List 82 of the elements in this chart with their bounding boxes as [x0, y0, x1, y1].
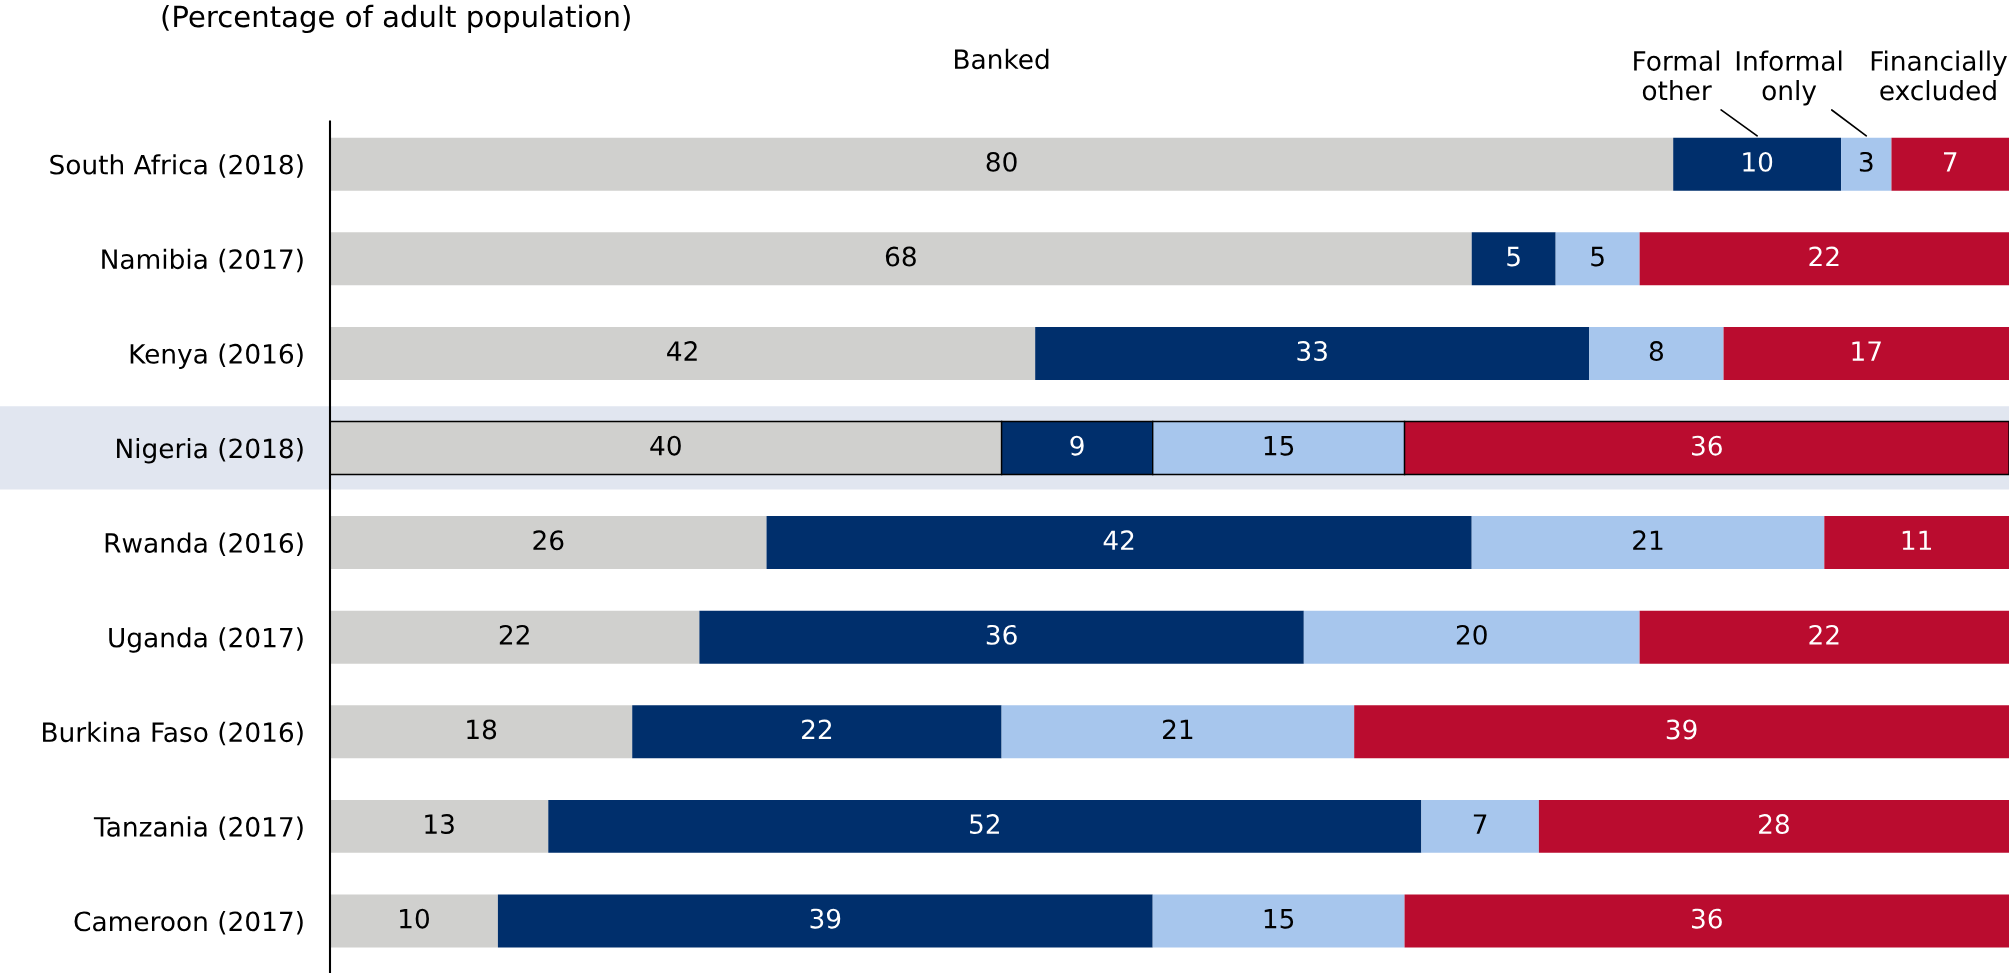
data-label: 13 [425, 814, 454, 835]
data-label: 39 [1666, 719, 1697, 740]
data-label: 68 [885, 246, 916, 267]
data-label: 39 [810, 908, 841, 929]
bar [1471, 232, 1556, 286]
y-tick-label: Cameroon (2017) [74, 910, 303, 935]
bar [1841, 137, 1892, 191]
data-label: 10 [1743, 151, 1773, 172]
data-label: 11 [1902, 530, 1932, 550]
data-label: 36 [1692, 435, 1722, 456]
bar [1673, 137, 1842, 191]
data-label: 15 [1264, 436, 1294, 456]
data-label: 22 [1809, 624, 1839, 645]
bar [1001, 705, 1355, 759]
bar [766, 516, 1472, 570]
series-label: Informal only [1736, 50, 1842, 106]
data-label: 3 [1859, 151, 1873, 172]
data-label: 28 [1759, 814, 1789, 835]
bar [1723, 326, 2009, 380]
data-label: 7 [1944, 152, 1957, 172]
bar [1421, 799, 1539, 853]
data-label: 42 [667, 341, 697, 361]
data-label: 15 [1264, 909, 1294, 929]
bar [1035, 326, 1590, 380]
data-label: 20 [1456, 624, 1487, 645]
data-label: 7 [1473, 814, 1487, 834]
data-label: 40 [650, 435, 681, 456]
y-tick-label: Namibia (2017) [102, 248, 303, 273]
bar [1589, 326, 1724, 380]
y-tick-label: Burkina Faso (2016) [43, 721, 303, 746]
bar [330, 232, 1472, 286]
bar [330, 610, 700, 664]
chart-subtitle: (Percentage of adult population) [162, 4, 630, 34]
bar [330, 516, 767, 570]
bar [548, 799, 1422, 853]
data-label: 36 [1692, 908, 1722, 929]
data-label: 17 [1852, 341, 1881, 361]
bar [1824, 516, 2009, 570]
bar [1538, 799, 2009, 853]
bar [330, 894, 498, 948]
bar [330, 326, 1036, 380]
data-label: 22 [802, 719, 832, 740]
data-label: 5 [1591, 246, 1604, 267]
data-label: 22 [1809, 246, 1839, 267]
bar [1152, 894, 1405, 948]
bar [330, 799, 549, 853]
data-label: 5 [1507, 246, 1520, 267]
bar [1354, 705, 2009, 759]
bar [1639, 610, 2009, 664]
y-tick-label: Nigeria (2018) [117, 437, 303, 464]
data-label: 52 [970, 814, 999, 835]
bar [1639, 232, 2009, 286]
bar [1404, 894, 2009, 948]
y-tick-label: Uganda (2017) [109, 627, 303, 653]
y-tick-label: South Africa (2018) [50, 154, 303, 178]
bar [1303, 610, 1640, 664]
bar [699, 610, 1304, 664]
data-label: 18 [467, 719, 497, 740]
series-label: Formal other [1634, 50, 1720, 101]
data-label: 21 [1163, 719, 1193, 740]
y-tick-label: Tanzania (2017) [93, 816, 303, 840]
data-label: 21 [1633, 530, 1663, 550]
bar [1891, 137, 2009, 191]
data-label: 22 [499, 624, 529, 645]
data-label: 42 [1103, 530, 1134, 550]
data-label: 33 [1297, 341, 1327, 362]
series-label: Financially excluded [1871, 50, 2007, 101]
text: Banked [955, 48, 1049, 70]
data-label: 9 [1070, 435, 1084, 456]
data-label: 10 [400, 908, 429, 929]
y-tick-label: Rwanda (2016) [105, 532, 303, 557]
bar [632, 705, 1002, 759]
bar [330, 137, 1674, 191]
data-label: 26 [533, 530, 564, 551]
y-tick-label: Kenya (2016) [130, 343, 303, 369]
data-label: 8 [1649, 341, 1663, 362]
bar [1555, 232, 1640, 286]
data-label: 36 [986, 624, 1017, 645]
bar [1471, 516, 1825, 570]
bar [330, 705, 633, 759]
data-label: 80 [986, 151, 1017, 172]
bar [497, 894, 1153, 948]
